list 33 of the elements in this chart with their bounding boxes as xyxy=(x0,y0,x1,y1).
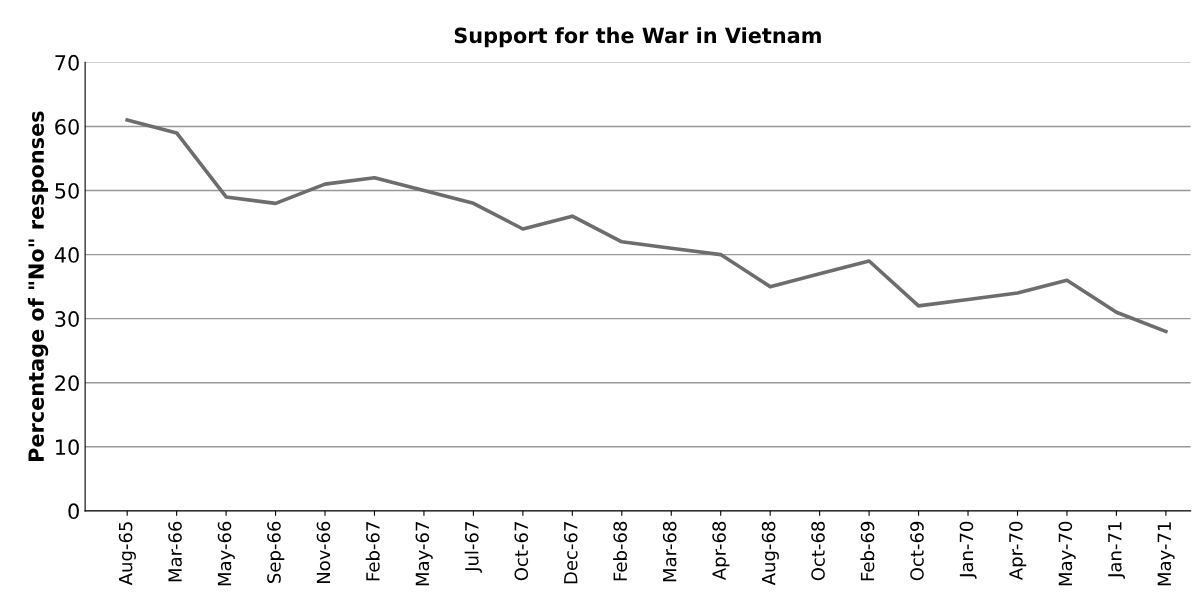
y-tick-label: 10 xyxy=(56,439,79,456)
y-tick-label: 0 xyxy=(68,503,79,520)
line-series xyxy=(125,118,1168,334)
y-tick-label: 50 xyxy=(55,183,79,199)
y-tick-label: 30 xyxy=(55,311,79,327)
y-tick-label: 20 xyxy=(55,375,79,391)
x-tick-label: Feb-69 xyxy=(860,521,875,581)
x-tick-label: Jan-70 xyxy=(959,521,977,579)
x-tick-label: May-67 xyxy=(415,522,433,586)
x-tick-label: Dec-67 xyxy=(563,522,578,584)
x-tick-label: Apr-70 xyxy=(1009,521,1027,581)
x-tick-label: Aug-68 xyxy=(761,521,779,586)
x-tick-label: May-70 xyxy=(1058,521,1076,586)
x-tick-label: Oct-67 xyxy=(514,522,529,581)
x-tick-label: May-71 xyxy=(1157,522,1175,586)
chart-title: Support for the War in Vietnam xyxy=(454,27,821,48)
x-tick-label: Apr-68 xyxy=(712,521,730,581)
x-tick-label: May-66 xyxy=(217,521,235,586)
x-tick-label: Jan-71 xyxy=(1108,522,1126,579)
x-tick-label: Oct-68 xyxy=(811,521,825,581)
x-tick-label: Feb-68 xyxy=(613,521,628,581)
y-tick-label: 60 xyxy=(55,118,79,135)
x-tick-label: Oct-69 xyxy=(910,521,924,581)
x-tick-label: Mar-66 xyxy=(168,521,182,582)
x-tick-label: Aug-65 xyxy=(118,522,136,586)
y-tick-label: 40 xyxy=(54,247,79,263)
y-tick-label: 70 xyxy=(55,54,79,71)
x-tick-label: Feb-67 xyxy=(365,522,380,581)
x-tick-label: Jul-67 xyxy=(464,522,482,573)
x-tick-label: Sep-66 xyxy=(267,521,285,583)
x-tick-label: Nov-66 xyxy=(316,521,331,584)
x-tick-label: Mar-68 xyxy=(662,521,677,582)
y-axis-title: Percentage of "No" responses xyxy=(27,111,49,461)
